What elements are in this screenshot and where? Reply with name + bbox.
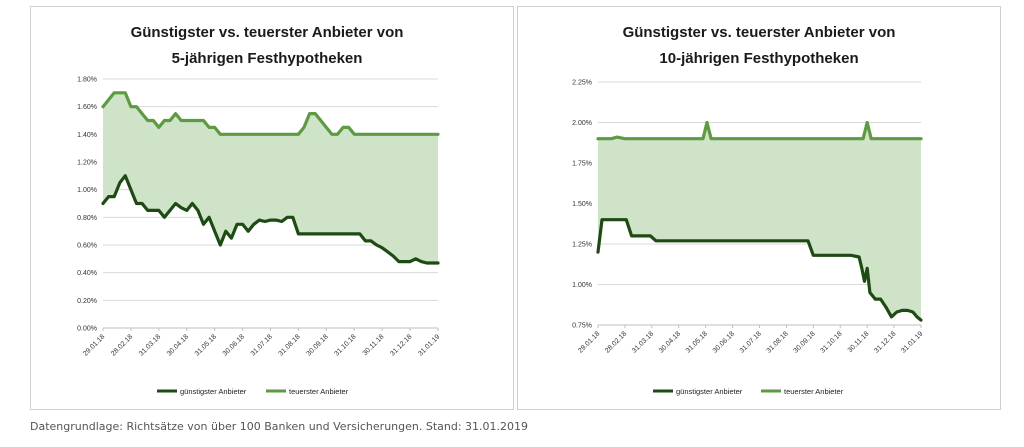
y-tick-label: 0.00% [77,326,97,333]
x-tick-label: 28.02.18 [110,333,134,357]
chart-10y: Günstigster vs. teuerster Anbieter von 10… [572,24,924,396]
chart-title-line1: Günstigster vs. teuerster Anbieter von [131,24,404,41]
chart-panel-5y: Günstigster vs. teuerster Anbieter von 5-… [30,6,514,410]
x-tick-label: 31.01.19 [900,330,924,354]
series-line-guenstigster [101,174,440,265]
legend-label-guenstigster: günstigster Anbieter [676,387,743,396]
x-tick-label: 29.01.18 [577,330,601,354]
x-tick-label: 31.05.18 [194,333,218,357]
series-line-guenstigster [596,218,923,322]
spread-area [598,122,921,321]
x-tick-label: 31.12.18 [873,330,897,354]
x-tick-label: 31.08.18 [278,333,302,357]
x-tick-label: 30.11.18 [847,330,871,354]
y-tick-label: 1.00% [572,282,592,289]
x-tick-label: 31.10.18 [819,330,843,354]
x-tick-label: 29.01.18 [82,333,106,357]
series-line-teuerster [596,120,923,141]
chart-title-line1: Günstigster vs. teuerster Anbieter von [623,24,896,41]
chart-panel-10y: Günstigster vs. teuerster Anbieter von 10… [517,6,1001,410]
legend-label-teuerster: teuerster Anbieter [784,387,844,396]
y-tick-label: 1.40% [77,132,97,139]
x-tick-label: 31.07.18 [739,330,763,354]
spread-area [103,92,438,263]
chart-title-line2: 5-jährigen Festhypotheken [172,50,363,67]
chart-title-line2: 10-jährigen Festhypotheken [659,50,858,67]
x-tick-label: 30.06.18 [222,333,246,357]
x-tick-label: 31.08.18 [766,330,790,354]
series-line-teuerster [101,91,440,136]
x-tick-label: 31.12.18 [389,333,413,357]
y-tick-label: 2.25% [572,80,592,87]
y-tick-label: 1.00% [77,187,97,194]
x-tick-label: 31.10.18 [333,333,357,357]
chart-5y: Günstigster vs. teuerster Anbieter von 5-… [77,24,441,396]
x-tick-label: 31.07.18 [250,333,274,357]
y-tick-label: 1.20% [77,160,97,167]
x-tick-label: 31.03.18 [138,333,162,357]
x-tick-label: 30.09.18 [793,330,817,354]
x-tick-label: 28.02.18 [604,330,628,354]
x-tick-label: 31.03.18 [631,330,655,354]
x-tick-label: 30.09.18 [306,333,330,357]
y-tick-label: 0.80% [77,215,97,222]
y-tick-label: 1.25% [572,242,592,249]
footnote: Datengrundlage: Richtsätze von über 100 … [30,420,529,433]
x-tick-label: 30.04.18 [166,333,190,357]
x-tick-label: 31.05.18 [685,330,709,354]
legend-label-guenstigster: günstigster Anbieter [180,387,247,396]
y-tick-label: 0.40% [77,270,97,277]
y-tick-label: 2.00% [572,120,592,127]
y-tick-label: 1.60% [77,104,97,111]
x-tick-label: 31.01.19 [417,333,441,357]
x-tick-label: 30.04.18 [658,330,682,354]
y-tick-label: 0.75% [572,323,592,330]
y-tick-label: 0.60% [77,243,97,250]
y-tick-label: 1.75% [572,161,592,168]
x-tick-label: 30.06.18 [712,330,736,354]
x-tick-label: 30.11.18 [362,333,386,357]
y-tick-label: 1.50% [572,201,592,208]
y-tick-label: 1.80% [77,77,97,84]
legend-label-teuerster: teuerster Anbieter [289,387,349,396]
y-tick-label: 0.20% [77,298,97,305]
